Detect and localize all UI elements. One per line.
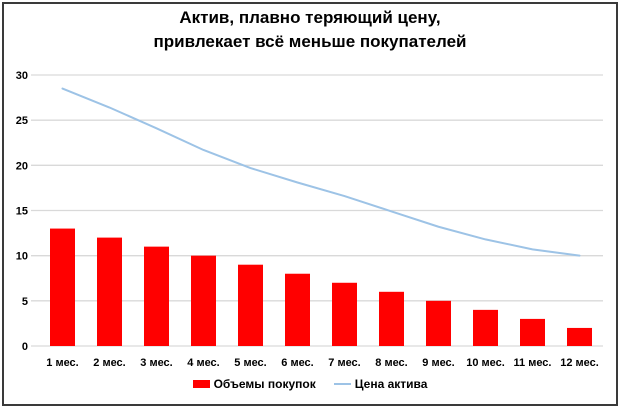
y-axis-tick-label: 0 — [22, 341, 28, 353]
bar-month-1 — [50, 228, 75, 346]
x-axis-tick-label: 1 мес. — [46, 357, 78, 369]
legend-line-label: Цена актива — [354, 377, 428, 391]
x-axis-tick-label: 11 мес. — [514, 357, 552, 369]
y-axis-tick-label: 10 — [16, 251, 28, 263]
y-axis-tick-label: 30 — [16, 70, 28, 82]
x-axis-tick-label: 9 мес. — [422, 357, 454, 369]
x-axis-tick-label: 4 мес. — [187, 357, 219, 369]
legend: Объемы покупок Цена актива — [0, 377, 620, 391]
bar-month-12 — [567, 327, 592, 346]
legend-line-swatch-icon — [333, 383, 351, 385]
x-axis-tick-label: 10 мес. — [466, 357, 505, 369]
bar-month-5 — [238, 264, 263, 346]
x-axis-tick-label: 7 мес. — [328, 357, 360, 369]
bar-month-8 — [379, 291, 404, 346]
chart-title-line2: привлекает всё меньше покупателей — [153, 32, 467, 51]
bar-month-2 — [97, 237, 122, 346]
y-axis-tick-label: 15 — [16, 206, 28, 218]
chart-title-line1: Актив, плавно теряющий цену, — [179, 8, 441, 27]
x-axis-tick-label: 5 мес. — [234, 357, 266, 369]
bar-month-6 — [285, 273, 310, 346]
x-axis-tick-label: 6 мес. — [281, 357, 313, 369]
y-axis-tick-label: 25 — [16, 115, 28, 127]
chart-title: Актив, плавно теряющий цену, привлекает … — [0, 6, 620, 54]
legend-bar-swatch-icon — [192, 380, 210, 388]
bar-month-3 — [144, 246, 169, 346]
x-axis-tick-label: 12 мес. — [560, 357, 599, 369]
y-axis-tick-label: 5 — [22, 296, 28, 308]
x-axis-tick-label: 8 мес. — [375, 357, 407, 369]
x-axis-tick-label: 3 мес. — [140, 357, 172, 369]
bar-month-4 — [191, 255, 216, 346]
y-axis-tick-label: 20 — [16, 160, 28, 172]
bar-month-11 — [520, 318, 545, 346]
x-axis-tick-label: 2 мес. — [93, 357, 125, 369]
bar-month-7 — [332, 282, 357, 346]
bar-month-10 — [473, 309, 498, 346]
price-line — [61, 87, 581, 257]
legend-bar-label: Объемы покупок — [213, 377, 316, 391]
bar-month-9 — [426, 300, 451, 346]
